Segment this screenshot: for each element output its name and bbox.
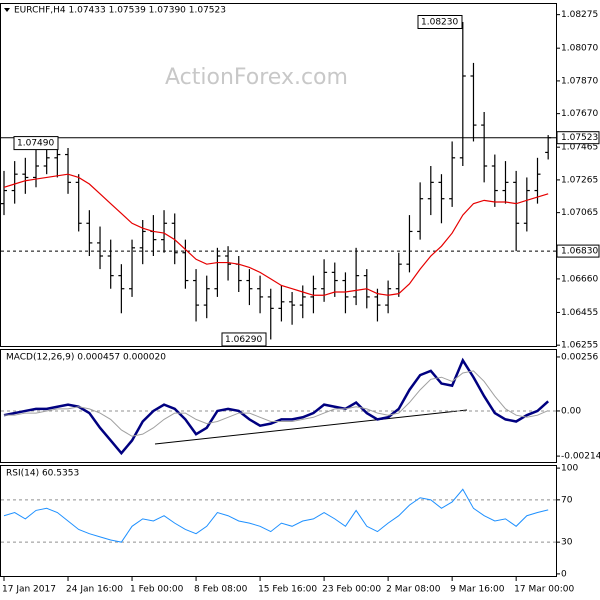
macd-title: MACD(12,26,9) 0.000457 0.000020: [6, 353, 166, 363]
watermark: ActionForex.com: [165, 65, 348, 90]
rsi-panel-frame: [0, 465, 557, 577]
annotation-label: 1.06290: [225, 335, 262, 345]
price-level-label: 1.06830: [561, 247, 598, 257]
y-tick-label: 1.06660: [561, 274, 598, 284]
x-tick-label: 17 Jan 2017: [2, 585, 56, 595]
y-tick-label: 1.07265: [561, 175, 598, 185]
y-tick-label: 30: [561, 538, 573, 548]
x-tick-label: 8 Feb 08:00: [194, 585, 248, 595]
indicator-line: [3, 488, 549, 543]
y-tick-label: 0: [561, 569, 567, 579]
y-tick-label: 1.07870: [561, 76, 598, 86]
y-tick-label: 100: [561, 464, 578, 474]
annotation-label: 1.08230: [421, 18, 458, 28]
x-tick-label: 23 Feb 00:00: [322, 585, 381, 595]
annotation-box: [221, 332, 267, 347]
x-tick-label: 24 Jan 16:00: [66, 585, 123, 595]
x-tick-label: 15 Feb 16:00: [258, 585, 317, 595]
y-tick-label: 1.07465: [561, 143, 598, 153]
y-tick-label: 1.08275: [561, 10, 598, 20]
trendline: [154, 409, 468, 445]
indicator-line: [4, 370, 549, 437]
y-tick-label: 1.06455: [561, 308, 598, 318]
rsi-title: RSI(14) 60.5353: [6, 469, 79, 479]
y-tick-label: 0.00256: [561, 352, 598, 362]
x-tick-label: 17 Mar 00:00: [514, 585, 574, 595]
annotation-label: 1.07490: [17, 139, 54, 149]
price-panel-frame: [0, 3, 557, 347]
price-level-box: [556, 131, 600, 145]
y-tick-label: 1.07065: [561, 208, 598, 218]
y-tick-label: 1.07670: [561, 109, 598, 119]
x-tick-label: 1 Feb 00:00: [130, 585, 184, 595]
y-tick-label: 1.08070: [561, 44, 598, 54]
price-level-box: [556, 244, 600, 258]
y-tick-label: 70: [561, 495, 573, 505]
title-icon: [4, 8, 10, 12]
x-tick-label: 2 Mar 08:00: [386, 585, 441, 595]
x-tick-label: 9 Mar 16:00: [450, 585, 505, 595]
price-level-label: 1.07523: [561, 133, 598, 143]
moving-average: [3, 173, 549, 296]
chart-title: EURCHF,H4 1.07433 1.07539 1.07390 1.0752…: [14, 6, 226, 16]
y-tick-label: 1.06255: [561, 341, 598, 351]
y-tick-label: -0.00214: [561, 452, 600, 462]
annotation-box: [13, 136, 59, 151]
annotation-box: [417, 15, 463, 29]
macd-panel-frame: [0, 349, 557, 463]
y-tick-label: 0.00: [561, 406, 581, 416]
